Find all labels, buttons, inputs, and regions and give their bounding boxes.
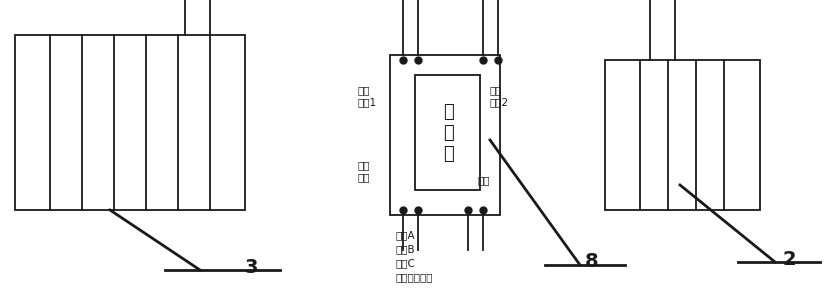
Text: 输入
信号: 输入 信号 [358,160,371,182]
Bar [415,75,480,190]
Text: 电源: 电源 [478,175,491,185]
Text: 转速C: 转速C [395,258,414,268]
Text: 变
送
器: 变 送 器 [443,103,453,163]
Text: 输出
信号2: 输出 信号2 [490,85,509,107]
Bar [390,55,500,215]
Text: 远地涧滑油压: 远地涧滑油压 [395,272,432,282]
Text: 2: 2 [782,250,795,269]
Text: 3: 3 [245,258,258,277]
Text: 转速B: 转速B [395,244,414,254]
Text: 转速A: 转速A [395,230,414,240]
Text: 8: 8 [585,252,598,271]
Bar [15,35,245,210]
Text: 输出
信号1: 输出 信号1 [358,85,377,107]
Bar [605,60,760,210]
